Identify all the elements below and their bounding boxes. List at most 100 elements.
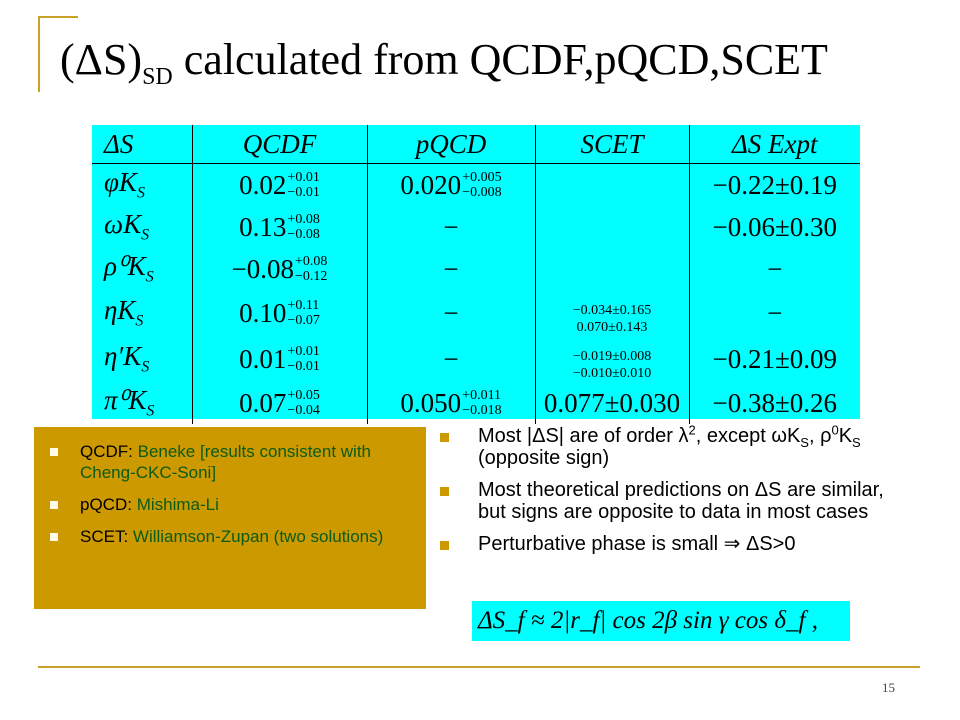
qcdf-cell: 0.01 +0.01 −0.01	[191, 336, 367, 382]
notes-list: Most |ΔS| are of order λ2, except ωKS, ρ…	[440, 422, 916, 565]
results-table: ΔS QCDF pQCD SCET ΔS Expt φKS 0.02 +0.01−…	[92, 125, 860, 424]
note-item: Most |ΔS| are of order λ2, except ωKS, ρ…	[440, 422, 916, 469]
qcdf-cell: 0.10 +0.11 −0.07	[191, 290, 367, 336]
note-text: , except ωK	[695, 425, 801, 447]
note-superscript: 2	[688, 422, 696, 438]
reference-item: pQCD: Mishima-Li	[50, 494, 410, 515]
table-row: ρ⁰KS −0.08 +0.08 −0.12 − −	[92, 248, 860, 290]
formula-text: ΔS_f ≈ 2|r_f| cos 2β sin γ cos δ_f ,	[478, 607, 818, 634]
header-qcdf: QCDF	[191, 125, 367, 164]
title-suffix: calculated from QCDF,pQCD,SCET	[172, 35, 828, 84]
qcdf-plus: +0.08	[287, 212, 320, 227]
reference-label: SCET:	[80, 527, 133, 546]
note-item: Most theoretical predictions on ΔS are s…	[440, 479, 916, 523]
meson-subscript: S	[136, 184, 145, 202]
meson-subscript: S	[135, 312, 144, 330]
qcdf-central: 0.01	[239, 343, 287, 374]
header-expt: ΔS Expt	[688, 125, 860, 164]
scet-solution-1: −0.034±0.165	[572, 303, 652, 318]
meson-cell: φKS	[104, 167, 145, 202]
qcdf-minus: −0.04	[287, 403, 320, 418]
header-delta-s: ΔS	[92, 125, 192, 164]
bullet-square-icon	[440, 487, 449, 496]
qcdf-cell: −0.08 +0.08 −0.12	[191, 248, 367, 290]
qcdf-central: 0.13	[239, 211, 287, 242]
note-text: Most |ΔS| are of order λ	[478, 425, 689, 447]
meson-cell: ρ⁰KS	[104, 251, 154, 286]
qcdf-cell: 0.02 +0.01 −0.01	[191, 163, 367, 206]
scet-cell	[534, 206, 689, 248]
frame-top-line	[38, 16, 78, 18]
header-pqcd: pQCD	[366, 125, 535, 164]
reference-label: pQCD:	[80, 495, 137, 514]
meson-cell: ωKS	[104, 209, 150, 244]
qcdf-central: 0.10	[239, 297, 287, 328]
pqcd-cell: −	[366, 336, 535, 382]
qcdf-plus: +0.08	[295, 254, 328, 269]
pqcd-central: 0.020	[400, 169, 462, 200]
table-row: ηKS 0.10 +0.11 −0.07 − −0.034±0.165 0.070±0…	[92, 290, 860, 336]
pqcd-central: 0.050	[400, 387, 462, 418]
bullet-square-icon	[440, 433, 449, 442]
qcdf-plus: +0.01	[287, 170, 320, 185]
frame-vertical-line	[38, 16, 40, 92]
qcdf-minus: −0.08	[287, 227, 320, 242]
qcdf-minus: −0.01	[287, 359, 320, 374]
note-superscript: 0	[831, 422, 839, 438]
expt-cell: −	[688, 248, 860, 290]
qcdf-central: −0.08	[231, 253, 295, 284]
reference-authors: Beneke [results consistent with Cheng-CK…	[80, 442, 372, 482]
scet-solution-2: −0.010±0.010	[572, 366, 652, 381]
scet-cell: −0.019±0.008 −0.010±0.010	[534, 336, 689, 382]
references-box: QCDF: Beneke [results consistent with Ch…	[34, 427, 426, 609]
note-subscript: S	[852, 435, 861, 450]
frame-bottom-line	[38, 666, 920, 668]
bullet-square-icon	[50, 533, 58, 541]
qcdf-minus: −0.12	[295, 269, 328, 284]
reference-authors: Mishima-Li	[136, 495, 219, 514]
table-header-row: ΔS QCDF pQCD SCET ΔS Expt	[92, 125, 860, 164]
scet-solution-1: −0.019±0.008	[572, 349, 652, 364]
meson-subscript: S	[146, 402, 155, 420]
meson-cell: π⁰KS	[104, 385, 155, 420]
table-row: φKS 0.02 +0.01 −0.01 0.020 +0.005 −0.008 −0.…	[92, 163, 860, 206]
reference-authors: Williamson-Zupan (two solutions)	[132, 527, 384, 546]
note-subscript: S	[800, 435, 809, 450]
meson-subscript: S	[141, 226, 150, 244]
meson-subscript: S	[141, 358, 150, 376]
references-list: QCDF: Beneke [results consistent with Ch…	[50, 441, 410, 547]
bullet-square-icon	[50, 501, 58, 509]
formula-box: ΔS_f ≈ 2|r_f| cos 2β sin γ cos δ_f ,	[472, 601, 850, 641]
page-number: 15	[882, 680, 895, 695]
bullet-square-icon	[440, 541, 449, 550]
note-text: K	[838, 425, 853, 447]
meson-cell: ηKS	[104, 295, 144, 330]
scet-solution-2: 0.070±0.143	[576, 320, 648, 335]
qcdf-plus: +0.01	[287, 344, 320, 359]
pqcd-cell: −	[366, 248, 535, 290]
slide-title: (ΔS)SD calculated from QCDF,pQCD,SCET	[60, 34, 828, 91]
qcdf-minus: −0.07	[287, 313, 320, 328]
qcdf-plus: +0.05	[287, 388, 320, 403]
qcdf-central: 0.02	[239, 169, 287, 200]
note-text: Perturbative phase is small ⇒ ΔS>0	[478, 533, 796, 555]
pqcd-plus: +0.005	[462, 170, 502, 185]
expt-cell: −	[688, 290, 860, 336]
qcdf-cell: 0.07 +0.05 −0.04	[191, 382, 367, 424]
expt-cell: −0.21±0.09	[688, 336, 860, 382]
table-row: η′KS 0.01 +0.01 −0.01 − −0.019±0.008 −0.010…	[92, 336, 860, 382]
scet-cell: 0.077±0.030	[534, 382, 689, 424]
qcdf-plus: +0.11	[287, 298, 320, 313]
pqcd-minus: −0.008	[462, 185, 502, 200]
table-row: π⁰KS 0.07 +0.05 −0.04 0.050 +0.011 −0.018 0.…	[92, 382, 860, 424]
note-text: , ρ	[808, 425, 832, 447]
pqcd-minus: −0.018	[462, 403, 502, 418]
results-table-panel: ΔS QCDF pQCD SCET ΔS Expt φKS 0.02 +0.01−…	[92, 125, 860, 424]
qcdf-central: 0.07	[239, 387, 287, 418]
meson-subscript: S	[145, 268, 154, 286]
reference-item: SCET: Williamson-Zupan (two solutions)	[50, 526, 410, 547]
scet-cell	[534, 163, 689, 206]
reference-item: QCDF: Beneke [results consistent with Ch…	[50, 441, 410, 483]
qcdf-minus: −0.01	[287, 185, 320, 200]
qcdf-cell: 0.13 +0.08 −0.08	[191, 206, 367, 248]
